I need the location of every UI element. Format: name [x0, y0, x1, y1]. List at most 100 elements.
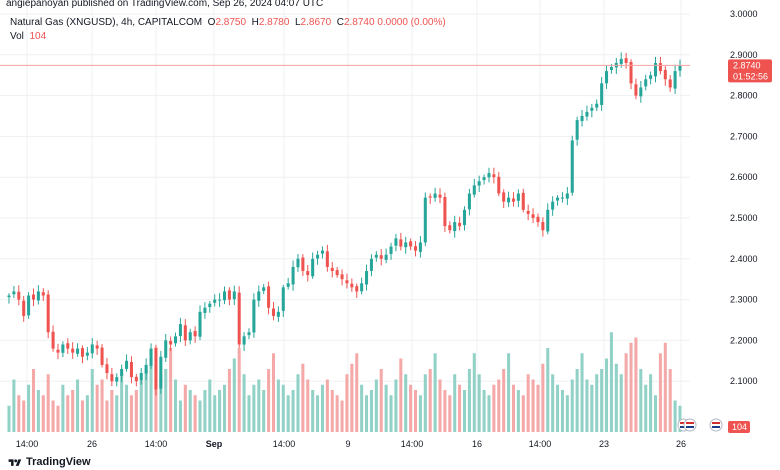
- x-tick-label: 14:00: [16, 439, 39, 449]
- volume-bar: [27, 384, 31, 432]
- volume-bar: [458, 384, 462, 432]
- y-tick-label: 2.2000: [730, 335, 758, 345]
- volume-bar: [144, 369, 148, 432]
- volume-bar: [634, 337, 638, 432]
- volume-bar: [129, 395, 133, 432]
- volume-bar: [198, 400, 202, 432]
- candle-body: [218, 299, 222, 301]
- candle-body: [399, 239, 403, 247]
- volume-bar: [90, 369, 94, 432]
- volume-bar: [531, 379, 535, 432]
- volume-bar: [17, 395, 21, 432]
- candle-body: [129, 362, 133, 378]
- volume-bar: [71, 390, 75, 432]
- candle-body: [531, 214, 535, 218]
- y-tick-label: 2.5000: [730, 213, 758, 223]
- volume-bar: [183, 384, 187, 432]
- candle-body: [649, 75, 653, 79]
- volume-bar: [149, 358, 153, 432]
- candle-body: [41, 292, 45, 296]
- volume-bar: [443, 390, 447, 432]
- candle-body: [169, 340, 173, 345]
- candle-body: [105, 364, 109, 374]
- candle-body: [663, 69, 667, 80]
- candle-body: [477, 181, 481, 186]
- volume-bar: [565, 395, 569, 432]
- y-tick-label: 2.6000: [730, 172, 758, 182]
- volume-bar: [164, 369, 168, 432]
- volume-bar: [125, 384, 129, 432]
- volume-bar: [467, 369, 471, 432]
- volume-bar: [389, 395, 393, 432]
- candle-body: [369, 258, 373, 271]
- volume-bar: [369, 390, 373, 432]
- volume-bar: [614, 363, 618, 432]
- volume-bar: [673, 400, 677, 432]
- candle-body: [198, 311, 202, 337]
- candle-body: [237, 292, 241, 345]
- candle-body: [516, 193, 520, 201]
- x-tick-label: 26: [87, 439, 97, 449]
- volume-bar: [497, 379, 501, 432]
- symbol-title[interactable]: Natural Gas (XNGUSD), 4h, CAPITALCOM: [10, 17, 203, 28]
- open-value: 2.8750: [215, 17, 247, 28]
- volume-bar: [482, 390, 486, 432]
- volume-bar: [252, 384, 256, 432]
- y-tick-label: 3.0000: [730, 9, 758, 19]
- volume-bar: [575, 369, 579, 432]
- volume-bar: [678, 405, 682, 432]
- candle-body: [85, 352, 89, 356]
- volume-bar: [502, 369, 506, 432]
- tradingview-brand: TradingView: [26, 456, 91, 468]
- y-tick-label: 2.4000: [730, 254, 758, 264]
- candle-body: [590, 107, 594, 111]
- candle-body: [340, 274, 344, 280]
- volume-bar: [139, 379, 143, 432]
- candle-body: [345, 280, 349, 284]
- volume-bar: [12, 379, 16, 432]
- volume-bar: [580, 353, 584, 432]
- volume-bar: [105, 400, 109, 432]
- volume-bar: [453, 374, 457, 432]
- volume-bar: [521, 395, 525, 432]
- candle-body: [511, 198, 515, 202]
- candle-body: [174, 336, 178, 344]
- candle-body: [634, 84, 638, 96]
- candle-body: [360, 283, 364, 292]
- volume-bar: [267, 369, 271, 432]
- volume-label[interactable]: Vol: [10, 31, 24, 42]
- candle-body: [658, 63, 662, 72]
- volume-bar: [619, 374, 623, 432]
- candle-body: [355, 286, 359, 292]
- volume-bar: [247, 395, 251, 432]
- candle-body: [418, 242, 422, 252]
- candle-body: [213, 299, 217, 303]
- candle-body: [565, 193, 569, 199]
- candle-body: [448, 225, 452, 231]
- candle-body: [541, 222, 545, 231]
- candle-body: [595, 103, 599, 108]
- volume-bar: [639, 369, 643, 432]
- volume-bar: [649, 374, 653, 432]
- volume-bar: [653, 395, 658, 432]
- candle-body: [521, 192, 525, 210]
- candle-body: [653, 62, 658, 77]
- candle-body: [335, 270, 339, 276]
- volume-bar: [516, 390, 520, 432]
- candle-body: [472, 185, 476, 195]
- candle-body: [125, 360, 129, 369]
- volume-bar: [306, 379, 310, 432]
- candle-body: [600, 83, 604, 105]
- volume-bar: [291, 390, 295, 432]
- volume-bar: [595, 374, 599, 432]
- candle-body: [404, 242, 408, 248]
- volume-bar: [134, 390, 138, 432]
- publisher-line: angiepanoyan published on TradingView.co…: [6, 0, 324, 9]
- volume-bar: [188, 390, 192, 432]
- volume-bar: [365, 395, 369, 432]
- low-label: L: [294, 17, 301, 28]
- volume-bar: [262, 390, 266, 432]
- candle-body: [585, 111, 589, 117]
- candle-body: [394, 238, 398, 246]
